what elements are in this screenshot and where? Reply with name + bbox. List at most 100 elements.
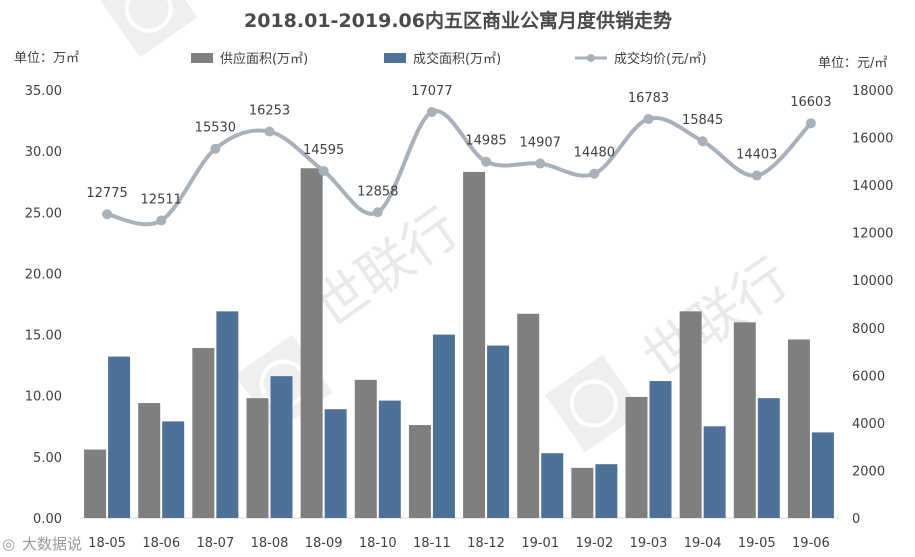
supply-area-bar	[787, 339, 810, 518]
legend-label-supply: 供应面积(万㎡)	[220, 51, 308, 67]
price-value-label: 12775	[86, 186, 127, 201]
right-axis-tick-label: 4000	[852, 417, 885, 432]
left-axis-tick-label: 30.00	[25, 145, 62, 160]
legend-label-deal-area: 成交面积(万㎡)	[413, 51, 501, 67]
price-line	[106, 109, 813, 227]
x-axis-tick-label: 19-06	[792, 536, 830, 551]
watermark-logo-icon	[545, 354, 643, 453]
supply-area-bar	[571, 467, 594, 518]
supply-area-bar	[138, 403, 161, 518]
left-axis-ticks: 0.00 5.00 10.00 15.00 20.00 25.00 30.00 35.00	[25, 84, 62, 527]
brand: ◎ 大数据说	[2, 535, 82, 553]
x-axis-tick-label: 19-03	[630, 536, 668, 551]
left-axis-tick-label: 20.00	[25, 267, 62, 282]
left-axis-tick-label: 25.00	[25, 206, 62, 221]
price-point	[535, 158, 546, 169]
deal-area-bar	[108, 356, 131, 518]
brand-icon: ◎	[2, 535, 15, 553]
price-value-label: 14907	[520, 136, 561, 151]
right-axis-tick-label: 6000	[852, 369, 885, 384]
deal-area-bar	[487, 345, 510, 518]
deal-area-bar	[162, 421, 185, 518]
price-value-label: 14595	[303, 143, 344, 158]
price-value-label: 14985	[465, 134, 506, 149]
x-axis-tick-label: 18-05	[88, 536, 126, 551]
supply-area-bar	[408, 425, 431, 518]
price-value-label: 12858	[357, 184, 398, 199]
x-axis-tick-label: 18-12	[467, 536, 505, 551]
price-point	[426, 106, 437, 117]
watermark-logo-icon	[100, 0, 198, 58]
supply-area-bar	[84, 449, 107, 518]
price-point	[481, 156, 492, 167]
price-point	[264, 126, 275, 137]
x-axis-tick-label: 18-08	[251, 536, 289, 551]
left-axis-tick-label: 35.00	[25, 84, 62, 99]
legend-marker-price	[587, 54, 595, 62]
watermark-text: 世联行	[301, 196, 470, 341]
deal-area-bar	[324, 409, 347, 518]
legend: 供应面积(万㎡) 成交面积(万㎡) 成交均价(元/㎡)	[191, 51, 707, 67]
price-value-label: 17077	[411, 84, 452, 99]
deal-area-bar	[432, 334, 455, 518]
price-value-label: 16253	[249, 104, 290, 119]
x-axis-tick-label: 18-10	[359, 536, 397, 551]
price-value-label: 15845	[682, 113, 723, 128]
price-value-label: 14403	[736, 148, 777, 163]
deal-area-bar	[216, 311, 239, 518]
right-axis-tick-label: 12000	[852, 227, 893, 242]
price-point	[751, 170, 762, 181]
price-point	[697, 136, 708, 147]
price-point	[805, 118, 816, 129]
deal-area-bar	[270, 376, 293, 518]
x-axis-tick-label: 19-01	[521, 536, 559, 551]
x-axis-labels: 18-05 18-06 18-07 18-08 18-09 18-10 18-11 18-12…	[88, 536, 830, 551]
deal-area-bar	[649, 381, 672, 518]
deal-area-bar	[378, 400, 401, 518]
price-value-label: 14480	[574, 146, 615, 161]
bars-group	[84, 168, 834, 518]
x-axis-tick-label: 19-05	[738, 536, 776, 551]
supply-area-bar	[625, 396, 648, 518]
price-value-label: 12511	[141, 193, 182, 208]
x-axis-tick-label: 18-06	[142, 536, 180, 551]
supply-area-bar	[463, 171, 486, 518]
supply-area-bar	[192, 348, 215, 518]
x-axis-tick-label: 19-04	[684, 536, 722, 551]
left-axis-tick-label: 0.00	[33, 512, 62, 527]
right-axis-tick-label: 8000	[852, 322, 885, 337]
left-axis-unit-label: 单位：万㎡	[14, 51, 79, 66]
right-axis-tick-label: 14000	[852, 179, 893, 194]
left-axis-tick-label: 10.00	[25, 390, 62, 405]
supply-area-bar	[517, 313, 540, 518]
right-axis-tick-label: 0	[852, 512, 860, 527]
deal-area-bar	[757, 398, 780, 518]
deal-area-bar	[811, 432, 834, 518]
price-point	[589, 168, 600, 179]
price-point	[643, 113, 654, 124]
price-point	[372, 207, 383, 218]
right-axis-tick-label: 2000	[852, 464, 885, 479]
price-point	[318, 165, 329, 176]
legend-swatch-deal-area	[384, 53, 406, 63]
supply-area-bar	[679, 311, 702, 518]
price-value-label: 16603	[790, 95, 831, 110]
right-axis-tick-label: 18000	[852, 84, 893, 99]
price-value-label: 15530	[195, 121, 236, 136]
supply-area-bar	[733, 322, 756, 518]
watermark-text: 世联行	[631, 246, 800, 391]
left-axis-tick-label: 15.00	[25, 329, 62, 344]
x-axis-tick-label: 18-09	[305, 536, 343, 551]
price-value-label: 16783	[628, 91, 669, 106]
price-point	[156, 215, 167, 226]
brand-text: 大数据说	[22, 535, 82, 553]
supply-area-bar	[354, 379, 377, 518]
deal-area-bar	[703, 426, 726, 518]
chart-title: 2018.01-2019.06内五区商业公寓月度供销走势	[244, 9, 672, 32]
left-axis-tick-label: 5.00	[33, 451, 62, 466]
deal-area-bar	[595, 464, 618, 518]
right-axis-tick-label: 10000	[852, 274, 893, 289]
legend-swatch-supply	[191, 53, 213, 63]
